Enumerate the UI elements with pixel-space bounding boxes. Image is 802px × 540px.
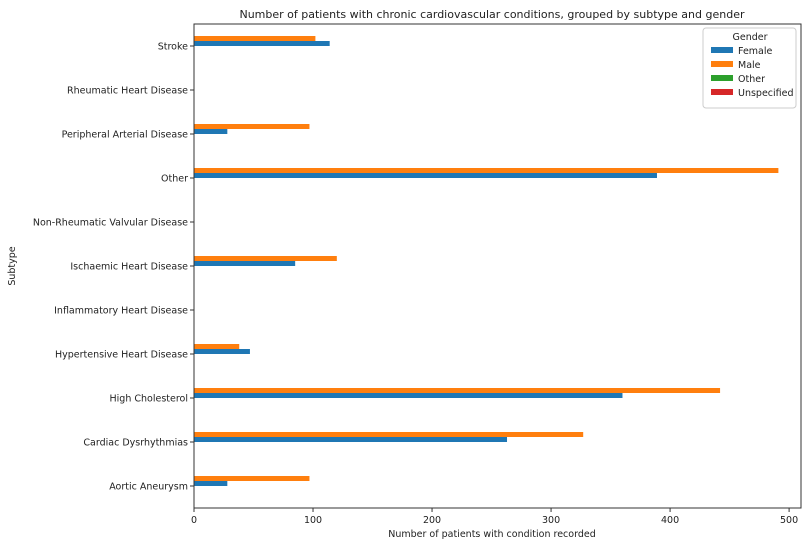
bars-group <box>194 36 779 486</box>
legend-swatch-unspecified <box>711 89 733 95</box>
chart-title: Number of patients with chronic cardiova… <box>239 8 744 21</box>
bar-male-aortic-aneurysm <box>194 476 310 481</box>
x-axis: 0 100 200 300 400 500 <box>191 508 798 526</box>
y-tick-label: High Cholesterol <box>110 394 188 405</box>
bar-male-ischaemic-heart-disease <box>194 256 337 261</box>
x-tick-label: 400 <box>661 515 679 526</box>
y-tick-label: Aortic Aneurysm <box>109 482 188 493</box>
y-tick-label: Non-Rheumatic Valvular Disease <box>33 218 188 229</box>
bar-female-aortic-aneurysm <box>194 481 228 486</box>
bar-female-high-cholesterol <box>194 393 623 398</box>
legend-swatch-other <box>711 75 733 81</box>
x-tick-label: 100 <box>304 515 322 526</box>
bar-female-cardiac-dysrhythmias <box>194 437 508 442</box>
x-tick-label: 500 <box>780 515 798 526</box>
legend-items: Female Male Other Unspecified <box>711 46 794 99</box>
y-tick-label: Peripheral Arterial Disease <box>62 130 189 141</box>
x-tick-label: 0 <box>191 515 197 526</box>
y-tick-label: Inflammatory Heart Disease <box>54 306 188 317</box>
legend-swatch-female <box>711 47 733 53</box>
bar-female-other <box>194 173 657 178</box>
y-tick-label: Stroke <box>158 42 188 53</box>
bar-male-cardiac-dysrhythmias <box>194 432 584 437</box>
bar-female-ischaemic-heart-disease <box>194 261 296 266</box>
y-tick-label: Rheumatic Heart Disease <box>67 86 188 97</box>
legend-swatch-male <box>711 61 733 67</box>
legend: Gender Female Male Other Unspecified <box>702 27 797 109</box>
y-tick-label: Hypertensive Heart Disease <box>55 350 188 361</box>
bar-male-hypertensive-heart-disease <box>194 344 240 349</box>
legend-label-female: Female <box>738 46 773 57</box>
bar-male-peripheral-arterial-disease <box>194 124 310 129</box>
legend-label-male: Male <box>738 60 761 71</box>
y-tick-label: Ischaemic Heart Disease <box>70 262 188 273</box>
bar-male-stroke <box>194 36 316 41</box>
y-axis: Aortic Aneurysm Cardiac Dysrhythmias High … <box>33 42 194 493</box>
y-tick-label: Other <box>161 174 188 185</box>
bar-female-stroke <box>194 41 330 46</box>
legend-label-other: Other <box>738 74 765 85</box>
x-axis-title: Number of patients with condition record… <box>388 529 595 540</box>
x-tick-label: 200 <box>423 515 441 526</box>
bar-female-hypertensive-heart-disease <box>194 349 250 354</box>
legend-label-unspecified: Unspecified <box>738 88 794 99</box>
y-tick-label: Cardiac Dysrhythmias <box>83 438 188 449</box>
bar-male-other <box>194 168 779 173</box>
y-axis-title: Subtype <box>7 246 18 285</box>
x-tick-label: 300 <box>542 515 560 526</box>
bar-female-peripheral-arterial-disease <box>194 129 228 134</box>
legend-title: Gender <box>732 32 767 43</box>
bar-male-high-cholesterol <box>194 388 721 393</box>
